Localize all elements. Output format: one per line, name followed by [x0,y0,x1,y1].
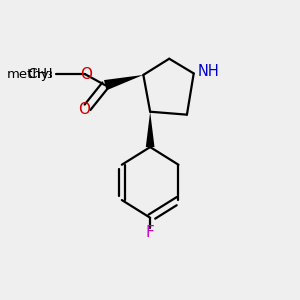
Text: O: O [78,102,90,117]
Text: NH: NH [198,64,220,79]
Polygon shape [146,112,154,147]
Text: F: F [146,225,154,240]
Text: O: O [80,67,92,82]
Text: methyl: methyl [7,68,53,80]
Polygon shape [104,75,143,90]
Text: CH₃: CH₃ [28,67,53,81]
